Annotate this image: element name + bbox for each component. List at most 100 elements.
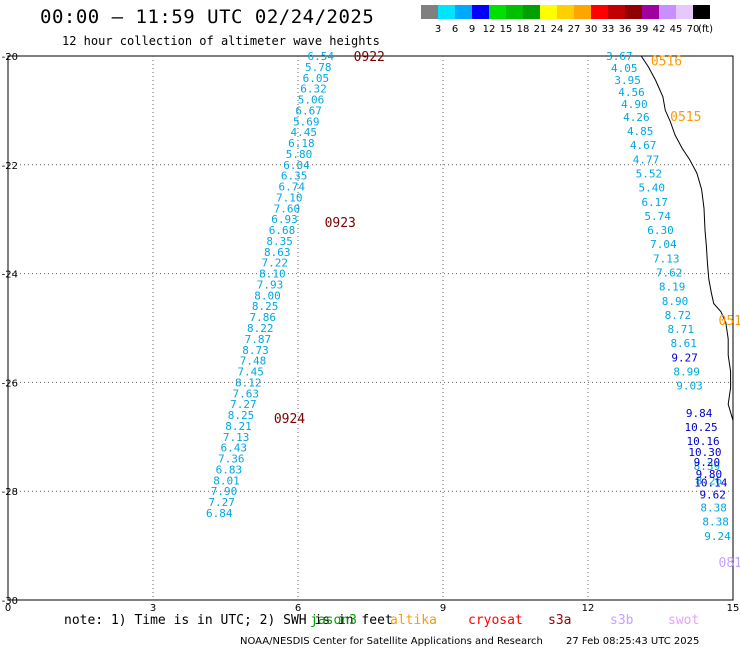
wave-height-value: 6.18 [288, 137, 315, 150]
x-tick-label: 12 [582, 603, 595, 614]
wave-height-value: 6.83 [216, 463, 243, 476]
wave-height-value: 8.00 [254, 289, 281, 302]
legend-swatch [676, 5, 693, 19]
wave-height-value: 9.80 [696, 468, 723, 481]
wave-height-value: 8.12 [235, 376, 262, 389]
legend-label: 3 [434, 24, 442, 35]
wave-height-value: 6.67 [295, 104, 322, 117]
pass-label: 0515 [670, 110, 701, 125]
wave-height-value: 4.56 [618, 86, 645, 99]
wave-height-value: 8.63 [264, 246, 291, 259]
wave-height-value: 7.10 [276, 191, 303, 204]
wave-height-value: 5.52 [636, 168, 663, 181]
wave-height-value: 7.36 [218, 453, 245, 466]
credit-line: NOAA/NESDIS Center for Satellite Applica… [240, 636, 543, 647]
mission-label-altika: altika [390, 613, 437, 628]
wave-height-value: 7.22 [262, 257, 289, 270]
wave-height-value: 6.05 [303, 72, 330, 85]
pass-label: 0516 [651, 54, 682, 69]
wave-height-value: 8.73 [242, 344, 269, 357]
wave-height-value: 8.19 [659, 281, 686, 294]
wave-height-value: 6.74 [278, 181, 305, 194]
x-tick-label: 6 [295, 603, 301, 614]
x-tick-label: 0 [5, 603, 11, 614]
legend-label: 33 [601, 24, 615, 35]
wave-height-value: 8.39 [694, 460, 721, 473]
wave-height-value: 6.30 [647, 224, 674, 237]
wave-height-value: 5.06 [298, 94, 325, 107]
legend-label: 18 [516, 24, 530, 35]
y-tick-label: -30 [2, 596, 18, 607]
legend-unit: (ft) [698, 24, 714, 35]
legend-label: 6 [451, 24, 459, 35]
wave-height-value: 6.32 [300, 83, 327, 96]
wave-height-value: 7.90 [211, 485, 238, 498]
wave-height-value: 8.38 [702, 516, 729, 529]
wave-height-value: 4.67 [630, 139, 657, 152]
legend-label: 45 [669, 24, 683, 35]
legend-label: 12 [482, 24, 496, 35]
legend-swatch [574, 5, 591, 19]
wave-height-value: 6.54 [307, 50, 334, 63]
wave-height-value: 5.69 [293, 115, 320, 128]
wave-height-value: 5.78 [305, 61, 332, 74]
wave-height-value: 8.90 [662, 295, 689, 308]
wave-height-value: 10.25 [685, 421, 718, 434]
legend-label: 30 [584, 24, 598, 35]
page-title: 00:00 — 11:59 UTC 02/24/2025 [40, 6, 375, 28]
wave-height-value: 9.03 [676, 380, 703, 393]
mission-label-s3a: s3a [548, 613, 572, 628]
wave-height-value: 6.04 [283, 159, 310, 172]
wave-height-value: 8.26 [696, 474, 723, 487]
wave-height-value: 8.25 [252, 300, 279, 313]
legend-swatch [608, 5, 625, 19]
wave-height-value: 6.43 [220, 442, 247, 455]
legend-label: 27 [567, 24, 581, 35]
wave-height-value: 4.05 [611, 62, 638, 75]
wave-height-value: 7.62 [656, 267, 683, 280]
wave-height-value: 8.22 [247, 322, 274, 335]
wave-height-value: 7.93 [257, 278, 284, 291]
y-tick-label: -24 [2, 270, 18, 281]
wave-height-value: 7.60 [274, 202, 301, 215]
wave-height-value: 8.72 [665, 309, 692, 322]
legend-label: 15 [499, 24, 513, 35]
wave-height-value: 4.85 [627, 125, 654, 138]
wave-height-value: 7.27 [208, 496, 235, 509]
wave-height-value: 9.27 [671, 351, 698, 364]
wave-height-value: 4.26 [623, 111, 650, 124]
wave-height-value: 9.84 [686, 407, 713, 420]
wave-height-value: 4.77 [633, 153, 660, 166]
wave-height-value: 10.16 [686, 435, 719, 448]
legend-swatch [557, 5, 574, 19]
mission-label-jason3: jason3 [310, 613, 357, 628]
plot-frame [7, 55, 734, 601]
wave-height-value: 8.99 [673, 366, 700, 379]
legend-label: 42 [652, 24, 666, 35]
wave-height-value: 9.20 [694, 456, 721, 469]
wave-height-value: 5.40 [639, 182, 666, 195]
legend-swatch [591, 5, 608, 19]
footer-note: note: 1) Time is in UTC; 2) SWH is in fe… [64, 613, 393, 628]
wave-height-value: 9.62 [699, 488, 726, 501]
legend-swatch [489, 5, 506, 19]
pass-label: 0922 [354, 50, 385, 65]
mission-label-cryosat: cryosat [468, 613, 523, 628]
wave-height-value: 3.67 [606, 50, 633, 63]
pass-label: 081 [719, 556, 740, 571]
pass-label: 051 [719, 314, 740, 329]
wave-height-value: 10.14 [694, 476, 727, 489]
wave-height-value: 8.38 [700, 502, 727, 515]
wave-height-value: 10.30 [688, 446, 721, 459]
y-tick-label: -28 [2, 487, 18, 498]
wave-height-value: 6.68 [269, 224, 296, 237]
x-tick-label: 15 [727, 603, 740, 614]
legend-swatch [693, 5, 710, 19]
legend-label: 36 [618, 24, 632, 35]
legend-swatch [625, 5, 642, 19]
wave-height-value: 7.48 [240, 355, 267, 368]
legend-label: 39 [635, 24, 649, 35]
wave-height-value: 8.71 [668, 323, 695, 336]
wave-height-value: 8.25 [228, 409, 255, 422]
